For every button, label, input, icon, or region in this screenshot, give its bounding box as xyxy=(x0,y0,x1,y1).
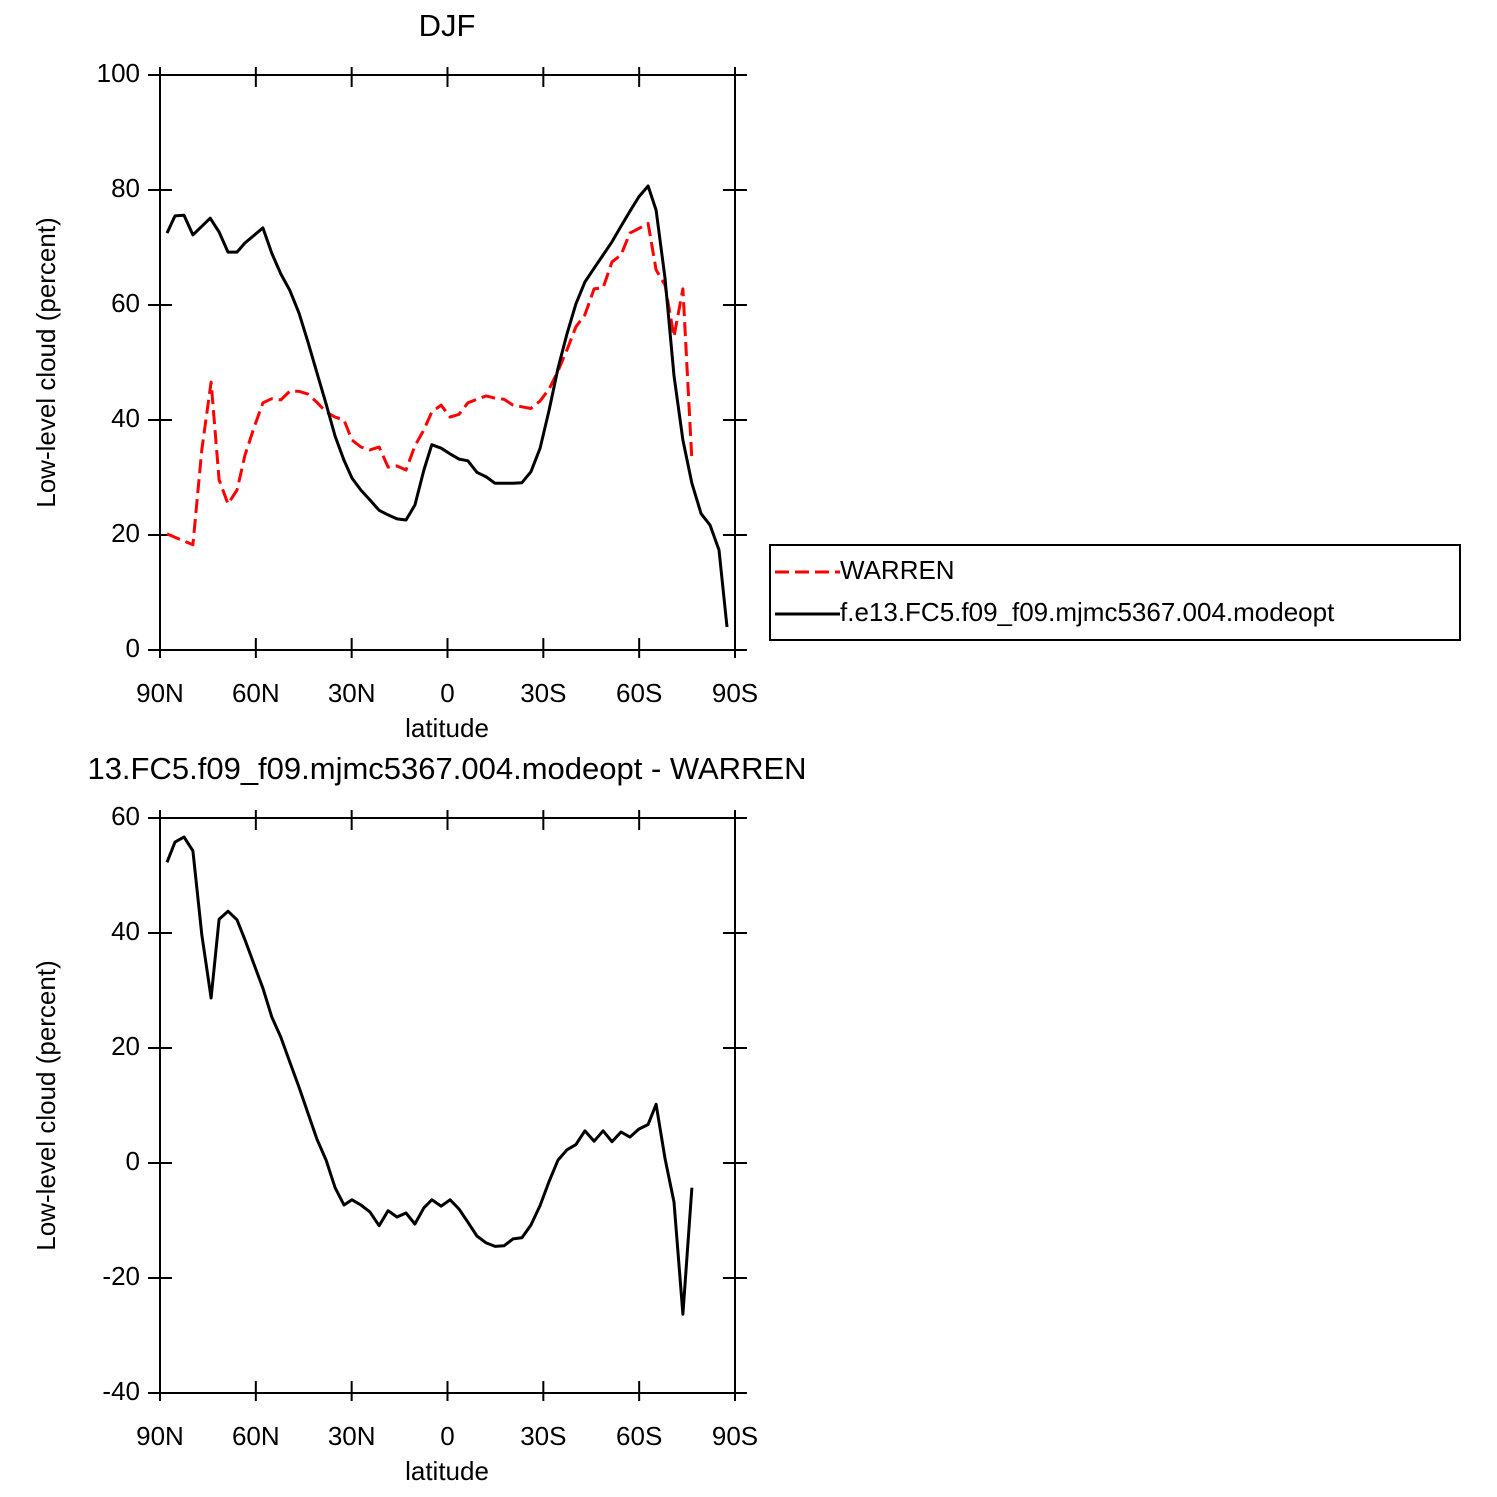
legend-label: f.e13.FC5.f09_f09.mjmc5367.004.modeopt xyxy=(840,597,1335,627)
y-tick-label: 40 xyxy=(111,916,140,946)
x-tick-label: 30S xyxy=(520,678,566,708)
x-axis-label: latitude xyxy=(405,1456,489,1486)
y-tick-label: -40 xyxy=(102,1376,140,1406)
y-tick-label: 60 xyxy=(111,288,140,318)
x-tick-label: 90N xyxy=(136,1421,184,1451)
chart-title: DJF xyxy=(419,8,476,43)
y-tick-label: 40 xyxy=(111,403,140,433)
y-tick-label: 0 xyxy=(126,1146,140,1176)
y-tick-label: 80 xyxy=(111,173,140,203)
legend-box xyxy=(769,544,1461,641)
x-tick-label: 90S xyxy=(712,1421,758,1451)
y-tick-label: 20 xyxy=(111,1031,140,1061)
data-line xyxy=(165,184,729,628)
y-tick-label: 100 xyxy=(97,58,140,88)
plot-frame xyxy=(159,817,736,1394)
x-axis-label: latitude xyxy=(405,713,489,743)
y-tick-label: 60 xyxy=(111,801,140,831)
x-tick-label: 90N xyxy=(136,678,184,708)
y-tick-label: -20 xyxy=(102,1261,140,1291)
x-tick-label: 0 xyxy=(440,1421,454,1451)
x-tick-label: 90S xyxy=(712,678,758,708)
data-line xyxy=(166,221,694,547)
y-axis-label: Low-level cloud (percent) xyxy=(31,960,61,1250)
x-tick-label: 60N xyxy=(232,1421,280,1451)
y-axis-label: Low-level cloud (percent) xyxy=(31,217,61,507)
x-tick-label: 60S xyxy=(616,1421,662,1451)
x-tick-label: 0 xyxy=(440,678,454,708)
x-tick-label: 30S xyxy=(520,1421,566,1451)
x-tick-label: 30N xyxy=(328,1421,376,1451)
legend-label: WARREN xyxy=(840,555,955,585)
x-tick-label: 60S xyxy=(616,678,662,708)
data-line xyxy=(165,835,694,1316)
x-tick-label: 60N xyxy=(232,678,280,708)
plot-frame xyxy=(159,74,736,651)
x-tick-label: 30N xyxy=(328,678,376,708)
y-tick-label: 20 xyxy=(111,518,140,548)
chart-title: 13.FC5.f09_f09.mjmc5367.004.modeopt - WA… xyxy=(87,751,806,786)
y-tick-label: 0 xyxy=(126,633,140,663)
